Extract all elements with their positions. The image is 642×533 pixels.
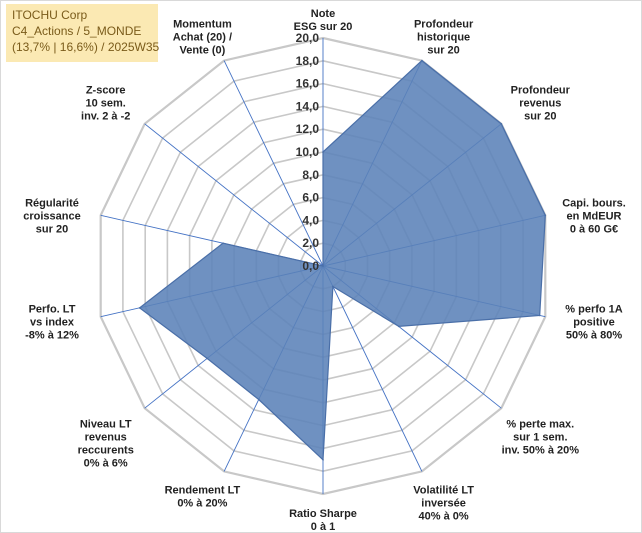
category-label-line: Ratio Sharpe bbox=[289, 508, 357, 520]
category-label-line: 0 à 1 bbox=[311, 521, 335, 533]
data-point bbox=[322, 151, 324, 153]
category-label: Ratio Sharpe 0 à 1 bbox=[289, 508, 357, 533]
category-label-line: Vente (0) bbox=[179, 45, 225, 57]
axis-spoke bbox=[144, 123, 324, 267]
tick-label: 8,0 bbox=[302, 168, 319, 182]
category-label-line: ESG sur 20 bbox=[294, 21, 353, 33]
category-label-line: sur 1 sem. bbox=[513, 431, 567, 443]
category-label: Z-score 10 sem. inv. 2 à -2 bbox=[81, 85, 130, 123]
data-point bbox=[322, 265, 324, 267]
tick-label: 14,0 bbox=[296, 99, 320, 113]
axis-spoke bbox=[223, 60, 324, 267]
category-label-line: Volatilité LT bbox=[413, 484, 474, 496]
category-label-line: Niveau LT bbox=[80, 418, 132, 430]
tick-label: 18,0 bbox=[296, 54, 320, 68]
axis-spoke bbox=[322, 265, 423, 472]
category-label: Capi. bours. en MdEUR 0 à 60 G€ bbox=[562, 198, 626, 236]
category-label-line: inv. 50% à 20% bbox=[502, 444, 580, 456]
category-label-line: 10 sem. bbox=[86, 98, 126, 110]
data-point bbox=[332, 285, 334, 288]
category-label-line: inv. 2 à -2 bbox=[81, 111, 130, 123]
category-label-line: Régularité bbox=[25, 198, 79, 210]
data-point bbox=[322, 459, 324, 461]
radar-category-labels: Note ESG sur 20 Profondeur historique sur 20… bbox=[23, 8, 626, 533]
category-label-line: Momentum bbox=[173, 19, 232, 31]
category-label-line: 0 à 60 G€ bbox=[570, 224, 618, 236]
tick-label: 16,0 bbox=[296, 77, 320, 91]
category-label-line: Note bbox=[311, 8, 335, 20]
category-label-line: sur 20 bbox=[36, 224, 68, 236]
data-point bbox=[398, 325, 400, 328]
category-label-line: 50% à 80% bbox=[566, 330, 622, 342]
series-area bbox=[138, 59, 546, 462]
tick-label: 6,0 bbox=[302, 191, 319, 205]
category-label-line: revenus bbox=[519, 98, 561, 110]
info-box: ITOCHU Corp C4_Actions / 5_MONDE (13,7% … bbox=[6, 4, 160, 62]
category-label: Régularité croissance sur 20 bbox=[23, 198, 80, 236]
tick-label: 20,0 bbox=[296, 31, 320, 45]
tick-label: 0,0 bbox=[302, 259, 319, 273]
category-label-line: positive bbox=[573, 317, 615, 329]
category-label-line: croissance bbox=[23, 211, 80, 223]
info-category: C4_Actions / 5_MONDE bbox=[12, 24, 142, 38]
category-label-line: sur 20 bbox=[524, 111, 556, 123]
category-label: Momentum Achat (20) / Vente (0) bbox=[173, 19, 232, 57]
category-label-line: Rendement LT bbox=[165, 484, 241, 496]
category-label: Note ESG sur 20 bbox=[294, 8, 353, 33]
category-label-line: Perfo. LT bbox=[29, 304, 76, 316]
category-label: Perfo. LT vs index -8% à 12% bbox=[25, 304, 79, 342]
data-point bbox=[206, 357, 208, 360]
category-label-line: 0% à 6% bbox=[84, 457, 128, 469]
category-label-line: % perfo 1A bbox=[565, 304, 623, 316]
category-label-line: Z-score bbox=[86, 85, 126, 97]
tick-label: 2,0 bbox=[302, 236, 319, 250]
category-label-line: inversée bbox=[421, 497, 466, 509]
tick-label: 4,0 bbox=[302, 213, 319, 227]
category-label-line: reccurents bbox=[78, 444, 134, 456]
radar-tick-labels: 0,0 2,0 4,0 6,0 8,0 10,0 12,0 14,0 16,0 18,0 20,0 bbox=[296, 31, 320, 273]
data-point bbox=[500, 123, 503, 125]
category-label-line: -8% à 12% bbox=[25, 330, 79, 342]
data-point bbox=[544, 214, 547, 217]
category-label: Niveau LT revenus reccurents 0% à 6% bbox=[78, 418, 134, 469]
category-label-line: 40% à 0% bbox=[419, 510, 469, 522]
category-label-line: 0% à 20% bbox=[177, 497, 227, 509]
category-label: Profondeur revenus sur 20 bbox=[511, 85, 571, 123]
data-point bbox=[421, 59, 423, 62]
category-label-line: Profondeur bbox=[414, 19, 474, 31]
category-label-line: historique bbox=[417, 32, 470, 44]
category-label: Profondeur historique sur 20 bbox=[414, 19, 474, 57]
category-label-line: Achat (20) / bbox=[173, 32, 232, 44]
data-point bbox=[138, 307, 141, 309]
category-label-line: Capi. bours. bbox=[562, 198, 626, 210]
category-label-line: en MdEUR bbox=[567, 211, 622, 223]
data-point bbox=[257, 398, 260, 401]
data-point bbox=[538, 314, 541, 317]
category-label-line: revenus bbox=[85, 431, 127, 443]
radar-series bbox=[138, 59, 547, 462]
category-label-line: % perte max. bbox=[506, 418, 574, 430]
category-label-line: sur 20 bbox=[427, 45, 459, 57]
tick-label: 12,0 bbox=[296, 122, 320, 136]
category-label: % perfo 1A positive 50% à 80% bbox=[565, 304, 623, 342]
category-label-line: Profondeur bbox=[511, 85, 571, 97]
data-point bbox=[222, 242, 224, 244]
info-period: (13,7% | 16,6%) / 2025W35 bbox=[12, 40, 160, 54]
tick-label: 10,0 bbox=[296, 145, 320, 159]
category-label: Rendement LT 0% à 20% bbox=[165, 484, 241, 509]
category-label: Volatilité LT inversée 40% à 0% bbox=[413, 484, 474, 522]
category-label-line: vs index bbox=[30, 317, 75, 329]
info-company: ITOCHU Corp bbox=[12, 8, 88, 22]
category-label: % perte max. sur 1 sem. inv. 50% à 20% bbox=[502, 418, 580, 456]
